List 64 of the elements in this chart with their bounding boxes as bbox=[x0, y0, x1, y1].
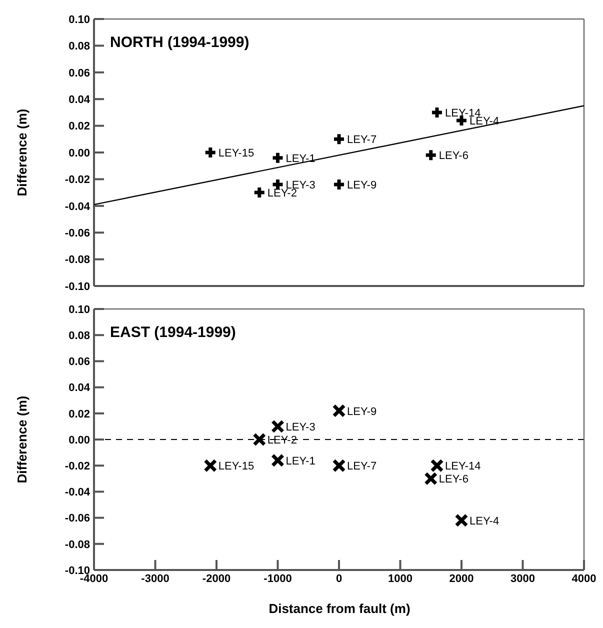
x-tick-label: -1000 bbox=[264, 572, 292, 585]
x-tick-label: -4000 bbox=[80, 572, 108, 585]
y-tick-label: 0.08 bbox=[68, 40, 90, 53]
x-axis-title: Distance from fault (m) bbox=[268, 601, 412, 616]
annotation: LEY-14 bbox=[445, 460, 481, 473]
x-tick-label: 4000 bbox=[572, 572, 596, 585]
point bbox=[430, 458, 444, 472]
annotation: LEY-3 bbox=[286, 421, 316, 434]
x-tick-label: 0 bbox=[336, 572, 342, 585]
annotation: LEY-6 bbox=[438, 474, 468, 486]
annotation: LEY-9 bbox=[347, 406, 377, 418]
annotation: LEY-7 bbox=[347, 134, 377, 146]
y-tick-label: 0.00 bbox=[68, 147, 90, 160]
annotation: LEY-15 bbox=[218, 460, 254, 473]
text: NORTH (1994-1999) bbox=[110, 34, 250, 51]
y-tick-label: 0.04 bbox=[68, 94, 91, 106]
y-tick-label: -0.02 bbox=[64, 174, 90, 186]
annotation: LEY-9 bbox=[347, 180, 377, 192]
y-tick-label: 0.08 bbox=[68, 330, 90, 342]
y-tick-label: 0.10 bbox=[68, 14, 90, 26]
y-tick-label: -0.04 bbox=[64, 200, 91, 213]
annotation: LEY-6 bbox=[438, 150, 468, 162]
y-tick-label: -0.06 bbox=[64, 512, 90, 525]
y-tick-label: 0.02 bbox=[68, 408, 90, 420]
y-tick-label: -0.06 bbox=[64, 228, 90, 240]
point bbox=[332, 132, 346, 146]
x-tick-label: -2000 bbox=[202, 572, 231, 585]
x-tick-label: 1000 bbox=[388, 572, 412, 585]
y-tick-label: 0.04 bbox=[68, 382, 91, 394]
y-tick-label: 0.02 bbox=[68, 120, 90, 133]
x-tick-label: -3000 bbox=[141, 572, 170, 585]
y-axis-title: Difference (m) bbox=[14, 108, 30, 196]
point bbox=[252, 186, 266, 200]
point bbox=[424, 472, 438, 486]
point bbox=[204, 458, 218, 472]
annotation: LEY-4 bbox=[470, 515, 500, 528]
x-tick-label: 2000 bbox=[449, 572, 474, 585]
point bbox=[271, 151, 284, 165]
point bbox=[332, 178, 346, 192]
point bbox=[252, 432, 266, 446]
y-tick-label: -0.08 bbox=[64, 538, 90, 551]
point bbox=[430, 106, 444, 120]
annotation: LEY-1 bbox=[286, 455, 316, 468]
point bbox=[332, 458, 346, 472]
point bbox=[454, 514, 468, 528]
point bbox=[271, 420, 284, 434]
annotation: LEY-15 bbox=[218, 148, 254, 160]
text: EAST (1994-1999) bbox=[110, 324, 236, 341]
annotation: LEY-7 bbox=[347, 460, 377, 473]
x-tick-label: 3000 bbox=[510, 572, 535, 585]
point bbox=[332, 404, 346, 418]
point bbox=[424, 148, 438, 162]
y-tick-label: -0.02 bbox=[64, 460, 90, 473]
y-tick-label: 0.10 bbox=[68, 304, 90, 316]
point bbox=[204, 146, 218, 160]
y-tick-label: 0.00 bbox=[68, 434, 90, 446]
annotation: LEY-1 bbox=[286, 152, 316, 165]
y-tick-label: -0.08 bbox=[64, 254, 90, 266]
y-tick-label: -0.04 bbox=[64, 486, 91, 499]
point bbox=[271, 454, 284, 468]
y-tick-label: -0.10 bbox=[64, 280, 90, 293]
y-tick-label: 0.06 bbox=[68, 356, 90, 368]
y-axis-title: Difference (m) bbox=[14, 396, 30, 484]
y-tick-label: 0.06 bbox=[68, 67, 90, 80]
